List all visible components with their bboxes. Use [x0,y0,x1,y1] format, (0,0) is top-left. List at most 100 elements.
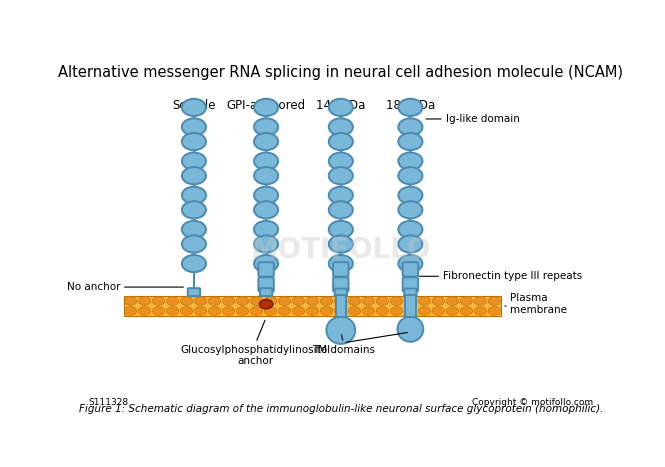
Circle shape [166,297,179,305]
Circle shape [264,306,277,315]
Bar [124,296,501,316]
FancyBboxPatch shape [258,262,274,276]
Text: Ig-like domain: Ig-like domain [446,114,520,124]
Ellipse shape [182,153,206,170]
Ellipse shape [329,221,353,238]
Circle shape [306,297,319,305]
Ellipse shape [254,153,278,170]
Circle shape [292,306,305,315]
FancyBboxPatch shape [333,262,348,276]
Circle shape [390,306,402,315]
Circle shape [306,306,319,315]
Ellipse shape [254,255,278,272]
Circle shape [404,306,417,315]
Ellipse shape [254,187,278,204]
Text: Copyright © motifollo.com: Copyright © motifollo.com [472,397,593,407]
Ellipse shape [182,118,206,135]
FancyBboxPatch shape [258,277,274,292]
Circle shape [166,306,179,315]
FancyBboxPatch shape [334,289,347,297]
Circle shape [194,297,207,305]
Circle shape [292,297,305,305]
Ellipse shape [398,255,422,272]
Ellipse shape [398,221,422,238]
Ellipse shape [327,317,355,344]
Circle shape [208,306,221,315]
Circle shape [460,297,473,305]
Circle shape [222,306,235,315]
Text: TM domains: TM domains [312,345,375,355]
Circle shape [152,306,165,315]
FancyBboxPatch shape [188,288,200,296]
Bar [336,295,346,317]
Ellipse shape [182,99,206,116]
FancyBboxPatch shape [403,277,418,292]
Ellipse shape [254,118,278,135]
Circle shape [278,297,291,305]
Circle shape [446,297,459,305]
Ellipse shape [398,133,422,150]
Ellipse shape [398,99,422,116]
Circle shape [250,306,263,315]
Text: GPI-anchored: GPI-anchored [227,99,306,112]
Circle shape [362,297,374,305]
Circle shape [321,306,332,315]
Circle shape [376,306,388,315]
Text: Figure 1: Schematic diagram of the immunoglobulin-like neuronal surface glycopro: Figure 1: Schematic diagram of the immun… [78,404,603,414]
Text: Fibronectin type III repeats: Fibronectin type III repeats [443,271,582,281]
Circle shape [124,297,137,305]
Circle shape [138,297,151,305]
Ellipse shape [329,235,353,253]
Ellipse shape [182,201,206,219]
Circle shape [236,306,249,315]
Ellipse shape [329,201,353,219]
FancyBboxPatch shape [403,262,418,276]
FancyBboxPatch shape [260,288,272,296]
Ellipse shape [182,167,206,184]
Circle shape [348,297,360,305]
Circle shape [250,297,263,305]
Circle shape [138,306,151,315]
Circle shape [180,297,193,305]
Circle shape [124,306,137,315]
Ellipse shape [182,187,206,204]
Text: Plasma
membrane: Plasma membrane [510,293,567,315]
Circle shape [446,306,459,315]
Ellipse shape [254,99,278,116]
Circle shape [334,297,346,305]
Circle shape [390,297,402,305]
Circle shape [460,306,473,315]
Circle shape [432,306,445,315]
Ellipse shape [398,201,422,219]
Ellipse shape [329,118,353,135]
FancyBboxPatch shape [333,277,348,292]
Text: No anchor: No anchor [66,282,120,292]
Circle shape [376,297,388,305]
Ellipse shape [254,167,278,184]
Text: 180 kDa: 180 kDa [386,99,435,112]
Ellipse shape [329,133,353,150]
Text: S111328: S111328 [88,397,128,407]
Ellipse shape [182,255,206,272]
Text: Glucosylphosphatidylinositol
anchor: Glucosylphosphatidylinositol anchor [181,345,331,366]
Text: Soluble: Soluble [172,99,215,112]
Circle shape [278,306,291,315]
Circle shape [264,297,277,305]
Ellipse shape [182,235,206,253]
Ellipse shape [398,118,422,135]
Ellipse shape [398,167,422,184]
Circle shape [418,297,431,305]
Circle shape [474,297,487,305]
Circle shape [362,306,374,315]
Circle shape [404,297,417,305]
Text: MOTIFOLLO: MOTIFOLLO [251,236,431,264]
Ellipse shape [182,221,206,238]
Circle shape [208,297,221,305]
Circle shape [474,306,487,315]
Text: 140 kDa: 140 kDa [316,99,366,112]
Ellipse shape [182,133,206,150]
Ellipse shape [329,187,353,204]
Ellipse shape [254,133,278,150]
Ellipse shape [254,221,278,238]
Circle shape [348,306,360,315]
